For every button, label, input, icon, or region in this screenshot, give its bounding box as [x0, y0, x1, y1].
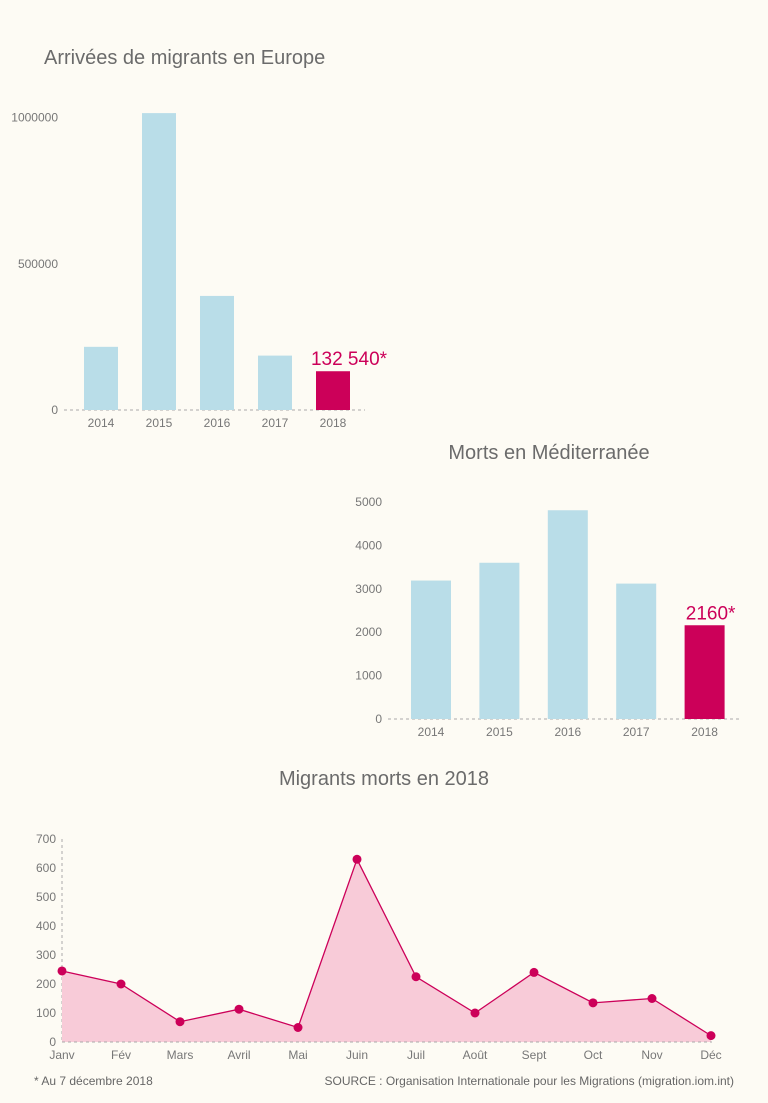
bar — [684, 625, 725, 719]
bar-annotation: 132 540* — [311, 349, 388, 370]
chart-title: Morts en Méditerranée — [448, 442, 649, 464]
y-tick-label: 0 — [375, 712, 382, 726]
bar — [200, 295, 234, 410]
x-tick-label: Mai — [288, 1048, 307, 1062]
data-point — [588, 998, 598, 1008]
x-tick-label: Mars — [167, 1048, 194, 1062]
bar — [84, 346, 118, 410]
x-tick-label: Fév — [111, 1048, 131, 1062]
data-point — [706, 1031, 716, 1041]
data-point — [470, 1008, 480, 1018]
x-tick-label: 2015 — [486, 725, 513, 739]
source-note: SOURCE : Organisation Internationale pou… — [324, 1074, 734, 1088]
x-tick-label: 2018 — [691, 725, 718, 739]
bar — [616, 583, 657, 719]
bar — [316, 371, 350, 410]
x-tick-label: Oct — [584, 1048, 603, 1062]
y-tick-label: 1000000 — [11, 111, 58, 125]
chart-arrivals-europe: Arrivées de migrants en Europe 0 500000 100… — [11, 47, 387, 430]
x-tick-label: Nov — [641, 1048, 662, 1062]
data-point — [647, 994, 657, 1003]
y-tick-label: 2000 — [355, 625, 382, 639]
y-tick-label: 0 — [49, 1035, 56, 1049]
data-point — [234, 1004, 244, 1014]
data-point — [116, 979, 126, 989]
data-point — [293, 1023, 303, 1032]
x-tick-label: 2017 — [623, 725, 650, 739]
x-tick-label: Déc — [700, 1048, 721, 1062]
y-tick-label: 600 — [36, 861, 56, 875]
chart-title: Migrants morts en 2018 — [279, 768, 489, 790]
y-tick-label: 0 — [51, 403, 58, 417]
y-tick-label: 700 — [36, 832, 56, 846]
y-tick-label: 300 — [36, 948, 56, 962]
bar — [142, 113, 176, 411]
x-tick-label: 2017 — [262, 416, 289, 430]
bar-annotation: 2160* — [686, 603, 736, 624]
y-tick-label: 4000 — [355, 538, 382, 552]
bar — [411, 580, 451, 719]
bar — [479, 562, 520, 719]
y-tick-label: 5000 — [355, 495, 382, 509]
x-tick-label: Août — [463, 1048, 488, 1062]
x-tick-label: Janv — [49, 1048, 74, 1062]
data-point — [175, 1017, 185, 1027]
y-tick-label: 3000 — [355, 582, 382, 596]
x-tick-label: Juil — [407, 1048, 425, 1062]
y-tick-label: 400 — [36, 919, 56, 933]
x-tick-label: 2016 — [204, 416, 231, 430]
x-tick-label: 2016 — [554, 725, 581, 739]
data-point — [57, 966, 67, 976]
x-tick-label: 2018 — [320, 416, 347, 430]
chart-monthly-deaths-2018: Migrants morts en 2018 0 100 200 300 400 500 60… — [36, 768, 722, 1062]
chart-deaths-mediterranean: Morts en Méditerranée 0 1000 2000 3000 4000 50… — [355, 442, 740, 739]
x-tick-label: 2014 — [418, 725, 445, 739]
x-tick-label: Sept — [522, 1048, 547, 1062]
y-tick-label: 1000 — [355, 669, 382, 683]
area-fill — [62, 859, 711, 1042]
footnote: * Au 7 décembre 2018 — [34, 1074, 153, 1088]
data-point — [529, 967, 539, 977]
y-tick-label: 100 — [36, 1006, 56, 1020]
x-tick-label: Avril — [227, 1048, 250, 1062]
y-tick-label: 200 — [36, 977, 56, 991]
x-tick-label: 2015 — [146, 416, 173, 430]
y-tick-label: 500000 — [18, 257, 58, 271]
y-tick-label: 500 — [36, 890, 56, 904]
x-tick-label: 2014 — [88, 416, 115, 430]
bar — [547, 510, 588, 719]
series-line — [61, 857, 712, 1037]
chart-title: Arrivées de migrants en Europe — [44, 47, 325, 69]
data-point — [352, 854, 362, 864]
data-point — [411, 972, 421, 982]
x-tick-label: Juin — [346, 1048, 368, 1062]
bar — [258, 355, 292, 410]
